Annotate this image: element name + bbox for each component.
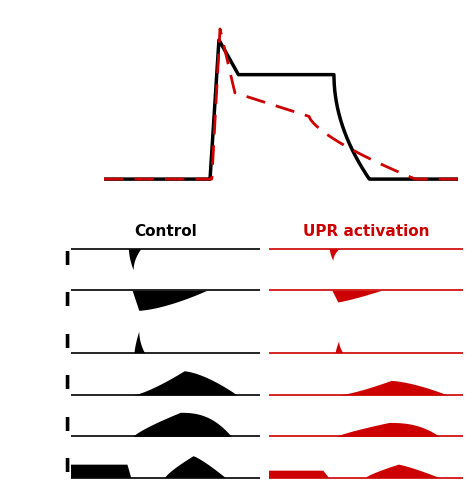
Text: $\mathbf{I}$: $\mathbf{I}$	[63, 250, 71, 269]
Text: $\mathbf{I}$: $\mathbf{I}$	[63, 374, 71, 394]
Text: $\mathbf{I}$: $\mathbf{I}$	[63, 458, 71, 476]
Text: $\mathbf{I}$: $\mathbf{I}$	[63, 333, 71, 352]
Text: UPR activation: UPR activation	[303, 224, 429, 238]
Text: $\bf{Kr}$: $\bf{Kr}$	[71, 389, 89, 402]
Text: $\bf{Na}$: $\bf{Na}$	[71, 264, 91, 277]
Text: $\bf{K1}$: $\bf{K1}$	[71, 472, 90, 485]
Text: $\bf{CaL}$: $\bf{CaL}$	[71, 306, 98, 319]
Text: $\bf{Ks}$: $\bf{Ks}$	[71, 430, 89, 443]
Text: $\bf{to}$: $\bf{to}$	[71, 347, 87, 360]
Text: Control: Control	[134, 224, 196, 238]
Text: $\mathbf{I}$: $\mathbf{I}$	[63, 292, 71, 310]
Text: $\mathbf{I}$: $\mathbf{I}$	[63, 416, 71, 435]
